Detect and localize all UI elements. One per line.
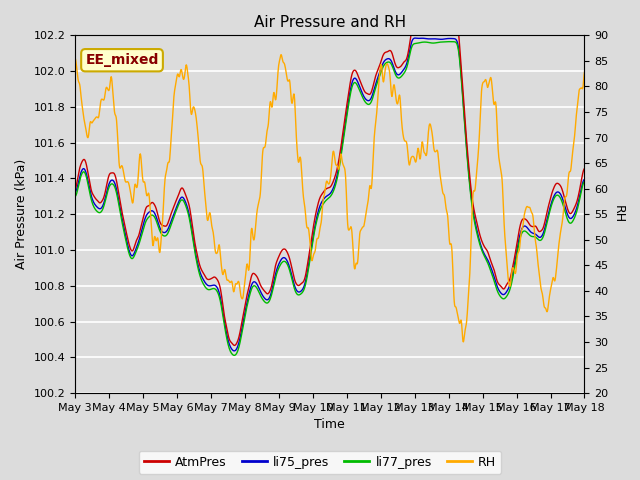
- Title: Air Pressure and RH: Air Pressure and RH: [253, 15, 406, 30]
- X-axis label: Time: Time: [314, 419, 345, 432]
- Y-axis label: RH: RH: [612, 205, 625, 223]
- Legend: AtmPres, li75_pres, li77_pres, RH: AtmPres, li75_pres, li77_pres, RH: [139, 451, 501, 474]
- Text: EE_mixed: EE_mixed: [85, 53, 159, 67]
- Y-axis label: Air Pressure (kPa): Air Pressure (kPa): [15, 159, 28, 269]
